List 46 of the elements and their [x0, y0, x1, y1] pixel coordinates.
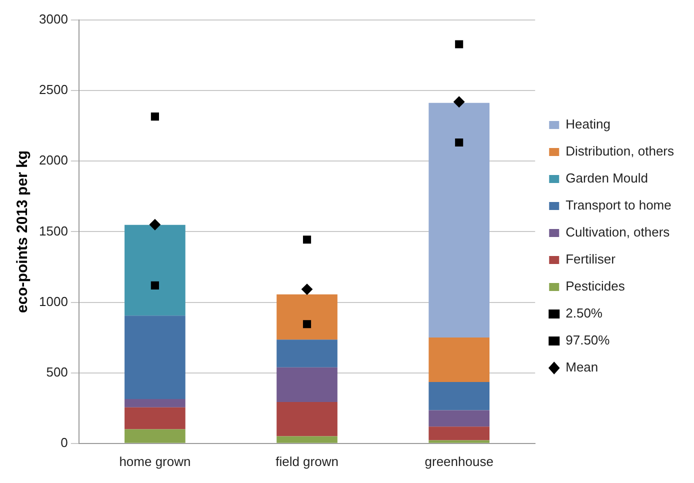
- point: [302, 284, 313, 295]
- bar: [124, 407, 186, 430]
- legend-label: Distribution, others: [566, 144, 674, 159]
- bar: [124, 316, 186, 399]
- point: [149, 219, 160, 230]
- legend-label: Mean: [566, 360, 598, 375]
- legend-label: Fertiliser: [566, 252, 616, 267]
- point: [302, 320, 312, 328]
- bar: [124, 429, 186, 443]
- point: [454, 96, 465, 108]
- y-tick-label: 1500: [39, 223, 68, 238]
- bar: [124, 398, 186, 408]
- x-tick-label: field grown: [276, 454, 338, 469]
- bar: [428, 426, 490, 440]
- bar: [276, 294, 338, 340]
- bar: [124, 224, 186, 316]
- legend-label: 97.50%: [566, 332, 610, 348]
- legend-label: Garden Mould: [566, 170, 648, 186]
- legend-label: 2.50%: [566, 306, 603, 321]
- x-tick-label: home grown: [119, 454, 191, 469]
- bar: [276, 402, 338, 436]
- point: [455, 40, 464, 48]
- bar: [428, 382, 490, 410]
- point: [455, 138, 464, 147]
- bar: [428, 102, 490, 338]
- y-tick-label: 2500: [39, 82, 68, 98]
- bar: [428, 440, 490, 443]
- x-tick-label: greenhouse: [424, 454, 494, 469]
- y-tick-label: 500: [46, 364, 68, 380]
- bar: [276, 436, 338, 443]
- y-tick-label: 3000: [39, 12, 68, 27]
- point: [150, 112, 159, 121]
- y-tick-label: 0: [60, 434, 68, 450]
- legend-label: Pesticides: [566, 278, 626, 294]
- legend-label: Cultivation, others: [566, 224, 670, 240]
- bar: [276, 367, 338, 402]
- legend-label: Transport to home: [566, 198, 672, 213]
- y-tick-label: 1000: [39, 294, 68, 309]
- y-tick-label: 2000: [39, 152, 68, 168]
- legend-label: Heating: [566, 116, 610, 132]
- point: [150, 281, 159, 290]
- bar: [428, 410, 490, 427]
- point: [302, 236, 312, 244]
- y-axis-title: eco-points 2013 per kg: [14, 150, 32, 313]
- bar: [428, 338, 490, 382]
- bar: [276, 340, 338, 368]
